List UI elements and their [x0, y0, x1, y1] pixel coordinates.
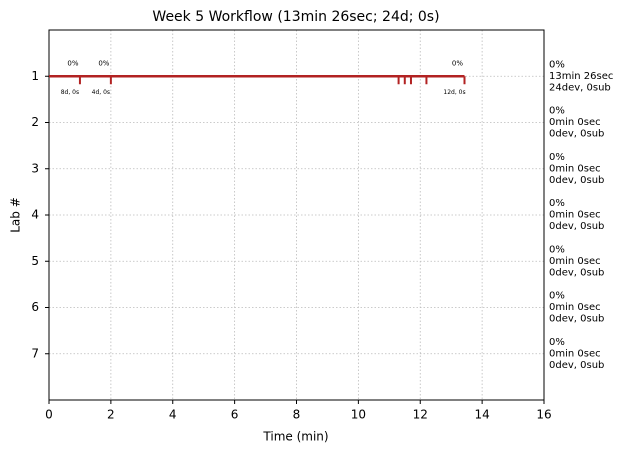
- y-tick-label: 3: [31, 161, 39, 175]
- event-bottom-label: 8d, 0s: [61, 89, 79, 96]
- lab-summary: 0%: [549, 152, 565, 163]
- y-tick-label: 7: [31, 346, 39, 360]
- y-tick-label: 4: [31, 208, 39, 222]
- lab-summary: 13min 26sec: [549, 71, 613, 82]
- y-tick-label: 2: [31, 115, 39, 129]
- x-tick-label: 16: [536, 408, 551, 422]
- lab-summary: 0min 0sec: [549, 210, 601, 221]
- x-axis-label: Time (min): [262, 430, 328, 444]
- lab-summary: 0min 0sec: [549, 163, 601, 174]
- lab-summary: 0min 0sec: [549, 117, 601, 128]
- event-top-label: 0%: [98, 59, 109, 67]
- lab-summary: 0%: [549, 337, 565, 348]
- x-tick-label: 2: [107, 408, 115, 422]
- x-tick-label: 8: [293, 408, 301, 422]
- event-top-label: 0%: [452, 59, 463, 67]
- lab-summary: 0%: [549, 59, 565, 70]
- y-tick-label: 6: [31, 300, 39, 314]
- lab-summary: 0min 0sec: [549, 256, 601, 267]
- lab-summary: 0%: [549, 244, 565, 255]
- lab-summary: 0min 0sec: [549, 348, 601, 359]
- lab-summary: 0%: [549, 291, 565, 302]
- x-tick-label: 0: [45, 408, 53, 422]
- x-tick-label: 6: [231, 408, 239, 422]
- x-tick-label: 10: [351, 408, 366, 422]
- lab-summary: 0dev, 0sub: [549, 360, 604, 371]
- lab-summary: 0%: [549, 106, 565, 117]
- y-axis-label: Lab #: [9, 197, 23, 233]
- event-top-label: 0%: [67, 59, 78, 67]
- x-tick-label: 14: [474, 408, 489, 422]
- lab-summary: 0dev, 0sub: [549, 221, 604, 232]
- chart-title: Week 5 Workflow (13min 26sec; 24d; 0s): [152, 9, 439, 25]
- lab-summary: 0dev, 0sub: [549, 175, 604, 186]
- plot-frame: [48, 29, 545, 401]
- x-tick-label: 4: [169, 408, 177, 422]
- lab-summary: 0%: [549, 198, 565, 209]
- event-bottom-label: 12d, 0s: [443, 89, 465, 96]
- x-tick-label: 12: [413, 408, 428, 422]
- event-bottom-label: 4d, 0s: [92, 89, 110, 96]
- y-tick-label: 1: [31, 69, 39, 83]
- lab-summary: 0dev, 0sub: [549, 129, 604, 140]
- lab-summary: 0dev, 0sub: [549, 314, 604, 325]
- y-tick-label: 5: [31, 254, 39, 268]
- lab-summary: 0min 0sec: [549, 302, 601, 313]
- lab-summary: 24dev, 0sub: [549, 82, 611, 93]
- lab-summary: 0dev, 0sub: [549, 267, 604, 278]
